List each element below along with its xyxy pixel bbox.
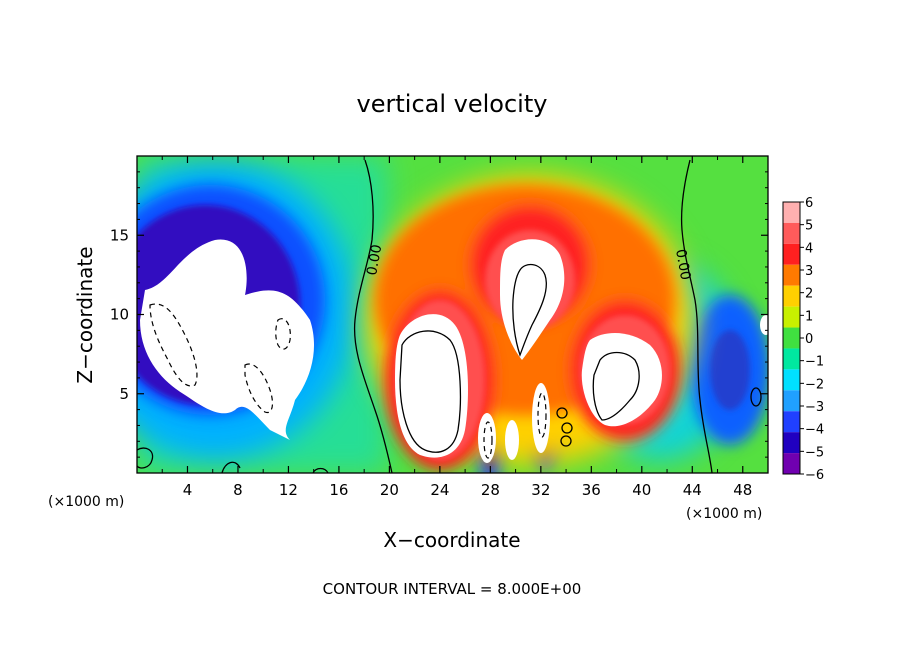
colorbar-label: −5	[805, 445, 824, 460]
plot-area: 0.00 0.00	[137, 156, 768, 473]
contour-interval-note: CONTOUR INTERVAL = 8.000E+00	[323, 580, 582, 598]
colorbar-swatch	[783, 369, 800, 391]
chart-title: vertical velocity	[357, 90, 548, 118]
colorbar-label: −4	[805, 423, 824, 438]
colorbar-label: −3	[805, 400, 824, 415]
colorbar-label: 6	[805, 196, 813, 211]
colorbar-swatch	[783, 306, 800, 328]
colorbar-swatch	[783, 285, 800, 307]
x-tick-label: 28	[481, 481, 500, 499]
x-axis-label: X−coordinate	[383, 528, 520, 552]
y-tick-label: 5	[119, 385, 129, 403]
x-tick-label: 4	[183, 481, 193, 499]
x-tick-label: 40	[632, 481, 651, 499]
colorbar-label: 5	[805, 219, 813, 234]
colorbar-label: −6	[805, 468, 824, 483]
colorbar-swatch	[783, 453, 800, 474]
colorbar-swatch	[783, 432, 800, 454]
colorbar-label: −1	[805, 355, 824, 370]
x-tick-label: 44	[683, 481, 702, 499]
colorbar-label: 1	[805, 309, 813, 324]
colorbar-swatch	[783, 264, 800, 286]
y-axis-label: Z−coordinate	[73, 246, 97, 383]
colorbar-swatch	[783, 390, 800, 412]
contour-label: 0.00	[672, 248, 693, 281]
contour-lines	[137, 159, 762, 473]
colorbar-swatch	[783, 327, 800, 349]
y-tick-label: 10	[110, 306, 129, 324]
x-tick-label: 24	[430, 481, 449, 499]
y-tick-label: 15	[110, 226, 129, 244]
colorbar-swatch	[783, 348, 800, 370]
colorbar-swatch	[783, 202, 800, 223]
x-unit-label-left: (×1000 m)	[48, 494, 124, 510]
zero-contour-right	[680, 159, 713, 473]
x-tick-label: 12	[279, 481, 298, 499]
contour-label: 0.00	[364, 243, 385, 276]
colorbar-label: 0	[805, 332, 813, 347]
zero-contour-left	[353, 159, 393, 473]
x-axis: 4 8 12 16 20 24 28 32 36 40 44 48	[161, 156, 752, 499]
x-tick-label: 20	[380, 481, 399, 499]
x-tick-label: 36	[582, 481, 601, 499]
x-tick-label: 32	[531, 481, 550, 499]
colorbar-label: 2	[805, 287, 813, 302]
x-tick-label: 16	[329, 481, 348, 499]
x-tick-label: 48	[733, 481, 752, 499]
x-tick-label: 8	[233, 481, 243, 499]
colorbar-label: −2	[805, 377, 824, 392]
colorbar-swatch	[783, 222, 800, 244]
colorbar-swatch	[783, 243, 800, 265]
x-unit-label-right: (×1000 m)	[686, 506, 762, 522]
y-axis: 5 10 15	[110, 171, 768, 458]
colorbar-label: 3	[805, 264, 813, 279]
negative-contours	[149, 303, 547, 459]
colorbar-label: 4	[805, 241, 813, 256]
colorbar: 6 5 4 3 2 1 0 −1 −2 −3 −4 −5 −6	[782, 196, 824, 483]
colorbar-swatch	[783, 411, 800, 433]
